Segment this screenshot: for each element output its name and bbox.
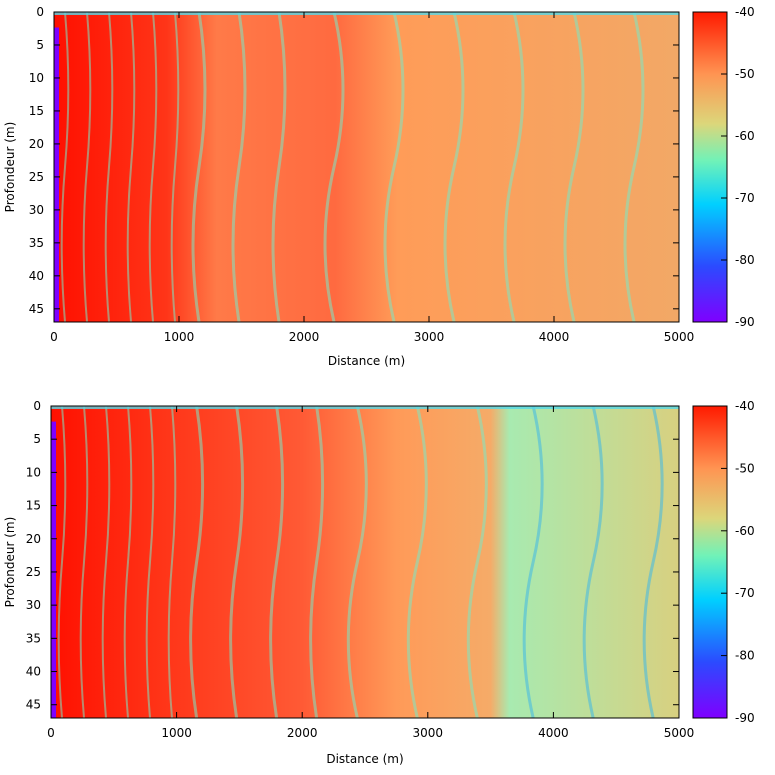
x-tick-label: 5000 — [664, 330, 695, 344]
x-tick-label: 4000 — [538, 726, 569, 740]
interference-fringe — [148, 11, 158, 323]
colorbar-tick-label: -60 — [735, 524, 755, 538]
y-tick-label: 15 — [29, 104, 44, 118]
y-axis-label: Profondeur (m) — [3, 122, 17, 213]
interference-fringe — [383, 11, 405, 323]
colorbar: -40 -50 -60 -70 -80 -90 — [692, 5, 755, 329]
colorbar-tick-label: -70 — [735, 191, 755, 205]
interference-fringe — [271, 11, 287, 323]
colorbar-tick-label: -60 — [735, 129, 755, 143]
x-tick-label: 2000 — [289, 330, 320, 344]
y-tick-label: 5 — [33, 432, 41, 446]
x-tick-label: 2000 — [287, 726, 318, 740]
y-tick-label: 10 — [26, 465, 41, 479]
interference-fringe — [79, 405, 89, 719]
interference-fringe — [323, 11, 345, 323]
y-tick-label: 40 — [29, 269, 44, 283]
interference-fringe — [346, 405, 368, 719]
x-tick-label: 0 — [50, 330, 58, 344]
x-axis-label: Distance (m) — [326, 752, 403, 766]
interference-fringe — [269, 405, 285, 719]
surface-band — [51, 406, 679, 409]
colorbar-gradient — [692, 405, 728, 719]
y-tick-label: 0 — [33, 399, 41, 413]
interference-fringe — [406, 405, 428, 719]
x-tick-label: 4000 — [539, 330, 570, 344]
colorbar-tick-label: -70 — [735, 586, 755, 600]
colorbar-gradient — [692, 11, 728, 323]
y-tick-label: 20 — [29, 137, 44, 151]
interference-fringe — [642, 405, 664, 719]
interference-fringe — [229, 405, 245, 719]
y-axis-label: Profondeur (m) — [3, 517, 17, 608]
heatmap-panel-2: 0 1000 2000 3000 4000 5000 0 5 10 15 20 25 30 35 40 45 D… — [3, 399, 755, 766]
plot-frame — [50, 405, 680, 719]
y-tick-label: 35 — [29, 236, 44, 250]
y-tick-label: 10 — [29, 71, 44, 85]
x-tick-label: 0 — [47, 726, 55, 740]
interference-fringe — [191, 11, 207, 323]
interference-fringe — [101, 405, 111, 719]
y-tick-label: 30 — [29, 203, 44, 217]
y-tick-label: 25 — [29, 170, 44, 184]
interference-fringe — [123, 405, 133, 719]
interference-fringe — [563, 11, 585, 323]
colorbar-tick-label: -40 — [735, 5, 755, 19]
colorbar-tick-label: -40 — [735, 399, 755, 413]
colorbar-tick-label: -50 — [735, 67, 755, 81]
heatmap-panel-1: 0 1000 2000 3000 4000 5000 0 5 10 15 20 25 30 35 40 45 D… — [3, 5, 755, 368]
interference-fringe — [189, 405, 205, 719]
y-tick-label: 5 — [36, 38, 44, 52]
interference-fringe — [231, 11, 247, 323]
colorbar-tick-label: -90 — [735, 711, 755, 725]
y-tick-label: 30 — [26, 598, 41, 612]
interference-fringe — [522, 405, 544, 719]
plot-frame — [53, 11, 680, 323]
colorbar-tick-label: -90 — [735, 315, 755, 329]
y-tick-label: 0 — [36, 5, 44, 19]
x-tick-label: 3000 — [414, 330, 445, 344]
interference-fringe — [623, 11, 645, 323]
interference-fringe — [443, 11, 465, 323]
interference-fringe — [60, 11, 70, 323]
y-tick-label: 15 — [26, 499, 41, 513]
interference-fringe — [104, 11, 114, 323]
interference-fringe — [167, 405, 177, 719]
interference-fringe — [582, 405, 604, 719]
interference-fringe — [170, 11, 180, 323]
y-tick-label: 25 — [26, 565, 41, 579]
interference-fringe — [82, 11, 92, 323]
interference-fringe — [503, 11, 525, 323]
interference-fringe — [57, 405, 67, 719]
y-tick-label: 45 — [26, 698, 41, 712]
y-tick-label: 35 — [26, 631, 41, 645]
x-tick-label: 1000 — [164, 330, 195, 344]
interference-fringe — [309, 405, 325, 719]
y-tick-label: 20 — [26, 532, 41, 546]
interference-fringe — [466, 405, 488, 719]
x-tick-label: 3000 — [413, 726, 444, 740]
colorbar: -40 -50 -60 -70 -80 -90 — [692, 399, 755, 725]
colorbar-tick-label: -80 — [735, 649, 755, 663]
x-tick-label: 5000 — [664, 726, 695, 740]
y-tick-label: 40 — [26, 665, 41, 679]
y-tick-label: 45 — [29, 302, 44, 316]
interference-fringe — [126, 11, 136, 323]
surface-band — [54, 12, 679, 15]
x-axis-label: Distance (m) — [328, 354, 405, 368]
source-strip — [51, 421, 56, 718]
colorbar-tick-label: -50 — [735, 461, 755, 475]
x-tick-label: 1000 — [161, 726, 192, 740]
heatmap-field — [54, 12, 679, 322]
source-strip — [54, 27, 59, 322]
interference-fringe — [145, 405, 155, 719]
colorbar-tick-label: -80 — [735, 253, 755, 267]
